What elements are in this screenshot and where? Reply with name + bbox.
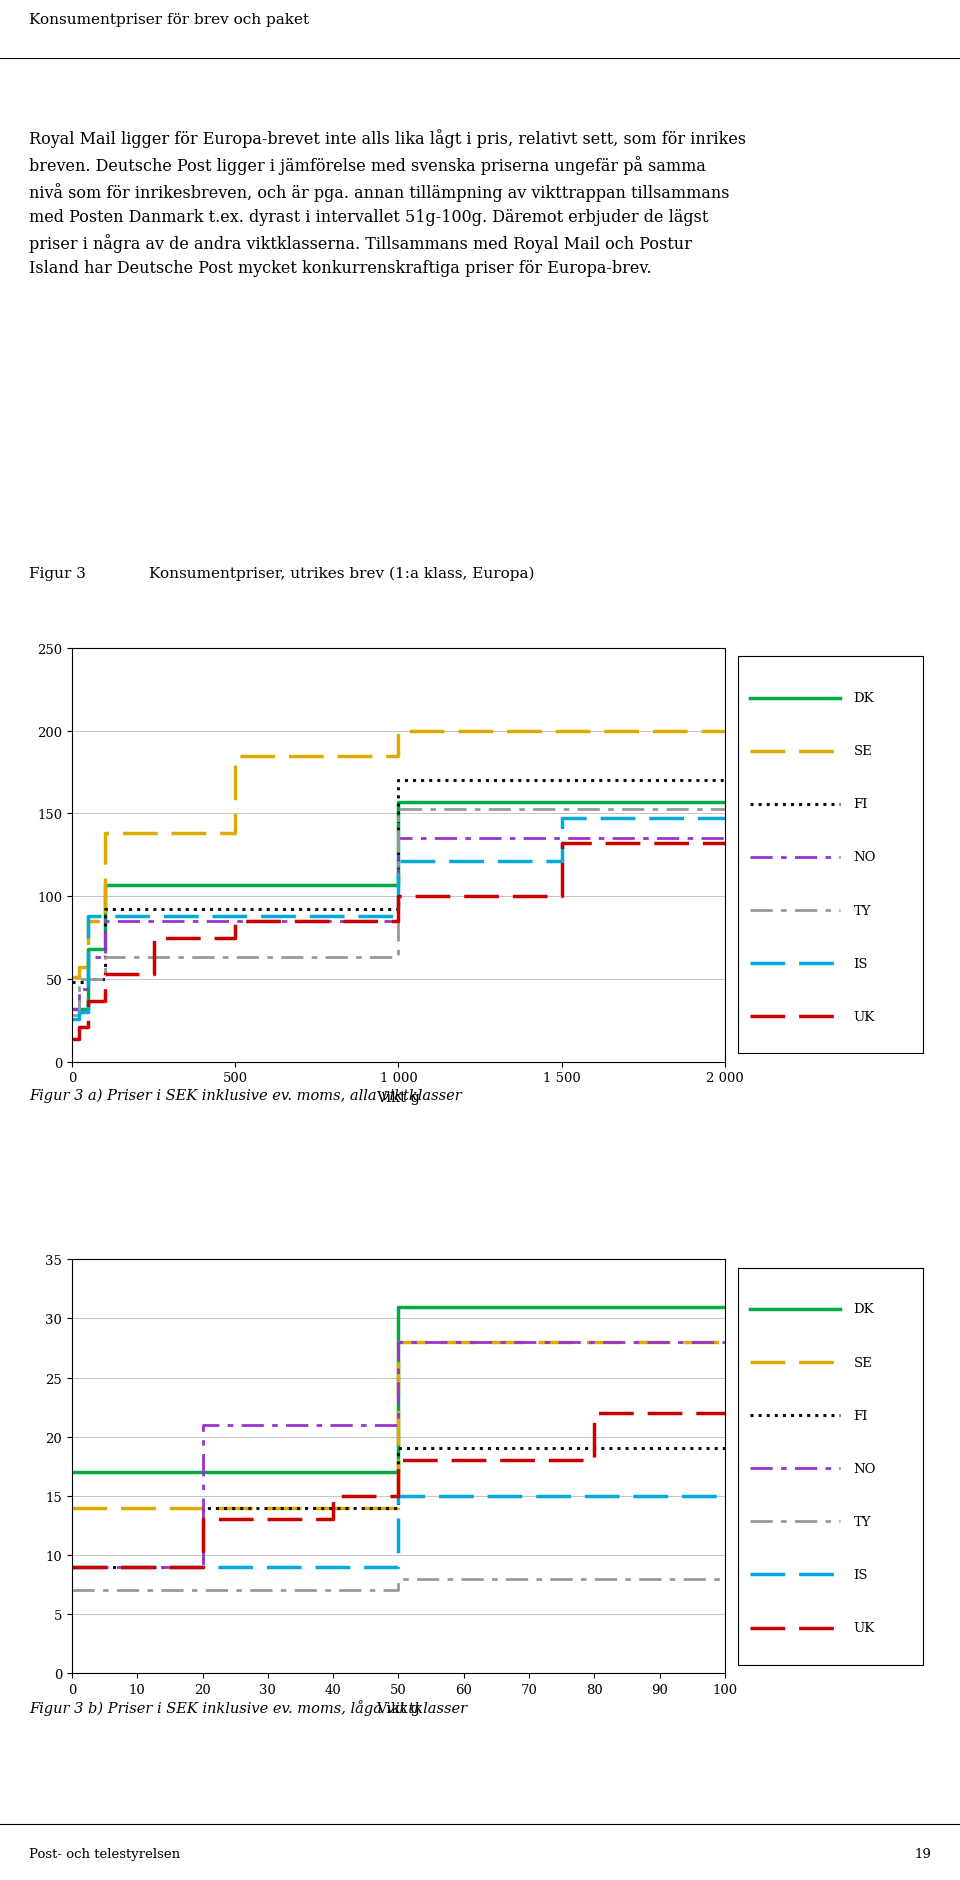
Text: Royal Mail ligger för Europa-brevet inte alls lika lågt i pris, relativt sett, s: Royal Mail ligger för Europa-brevet inte… [29, 128, 746, 276]
Text: IS: IS [853, 957, 868, 970]
X-axis label: Vikt g: Vikt g [376, 1701, 420, 1715]
Text: TY: TY [853, 1515, 871, 1528]
Text: FI: FI [853, 797, 868, 810]
Text: NO: NO [853, 1463, 876, 1476]
Text: Figur 3: Figur 3 [29, 566, 85, 581]
Text: UK: UK [853, 1621, 875, 1634]
Text: FI: FI [853, 1408, 868, 1421]
Text: Figur 3 a) Priser i SEK inklusive ev. moms, alla viktklasser: Figur 3 a) Priser i SEK inklusive ev. mo… [29, 1089, 462, 1104]
Text: UK: UK [853, 1010, 875, 1023]
Text: DK: DK [853, 1303, 874, 1316]
Text: 19: 19 [914, 1848, 931, 1859]
Text: Konsumentpriser för brev och paket: Konsumentpriser för brev och paket [29, 13, 309, 26]
Text: TY: TY [853, 904, 871, 917]
Text: SE: SE [853, 1355, 873, 1369]
Text: NO: NO [853, 852, 876, 865]
Text: SE: SE [853, 744, 873, 758]
Text: DK: DK [853, 692, 874, 705]
Text: Konsumentpriser, utrikes brev (1:a klass, Europa): Konsumentpriser, utrikes brev (1:a klass… [149, 566, 535, 581]
X-axis label: Vikt g: Vikt g [376, 1090, 420, 1104]
Text: Figur 3 b) Priser i SEK inklusive ev. moms, låga viktklasser: Figur 3 b) Priser i SEK inklusive ev. mo… [29, 1700, 467, 1715]
Text: Post- och telestyrelsen: Post- och telestyrelsen [29, 1848, 180, 1859]
Text: IS: IS [853, 1568, 868, 1581]
